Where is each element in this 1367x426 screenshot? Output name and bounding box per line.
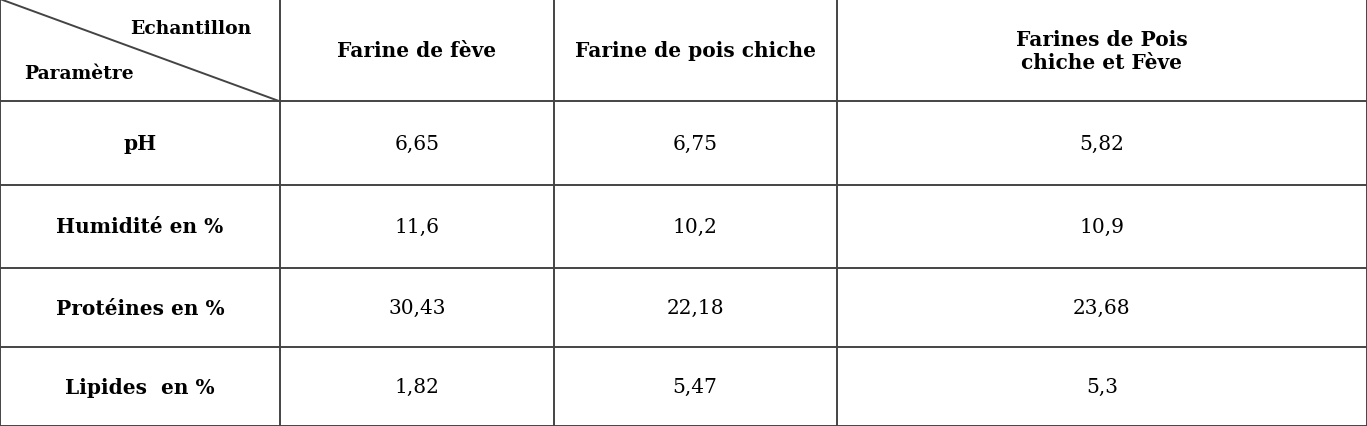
Text: 5,82: 5,82 bbox=[1080, 134, 1124, 153]
Text: Farines de Pois
chiche et Fève: Farines de Pois chiche et Fève bbox=[1016, 29, 1188, 73]
Text: 11,6: 11,6 bbox=[395, 217, 439, 236]
Text: Lipides  en %: Lipides en % bbox=[66, 377, 215, 397]
Text: pH: pH bbox=[123, 134, 157, 154]
Text: Paramètre: Paramètre bbox=[23, 65, 133, 83]
Text: 6,75: 6,75 bbox=[673, 134, 718, 153]
Text: Echantillon: Echantillon bbox=[130, 20, 252, 37]
Text: 23,68: 23,68 bbox=[1073, 298, 1131, 317]
Text: 30,43: 30,43 bbox=[388, 298, 446, 317]
Text: Protéines en %: Protéines en % bbox=[56, 298, 224, 318]
Text: Humidité en %: Humidité en % bbox=[56, 217, 224, 237]
Text: 6,65: 6,65 bbox=[395, 134, 439, 153]
Text: 10,2: 10,2 bbox=[673, 217, 718, 236]
Text: 5,47: 5,47 bbox=[673, 377, 718, 396]
Text: Farine de fève: Farine de fève bbox=[338, 41, 496, 61]
Text: 5,3: 5,3 bbox=[1085, 377, 1118, 396]
Text: 22,18: 22,18 bbox=[666, 298, 725, 317]
Text: Farine de pois chiche: Farine de pois chiche bbox=[574, 41, 816, 61]
Text: 10,9: 10,9 bbox=[1080, 217, 1124, 236]
Text: 1,82: 1,82 bbox=[395, 377, 439, 396]
